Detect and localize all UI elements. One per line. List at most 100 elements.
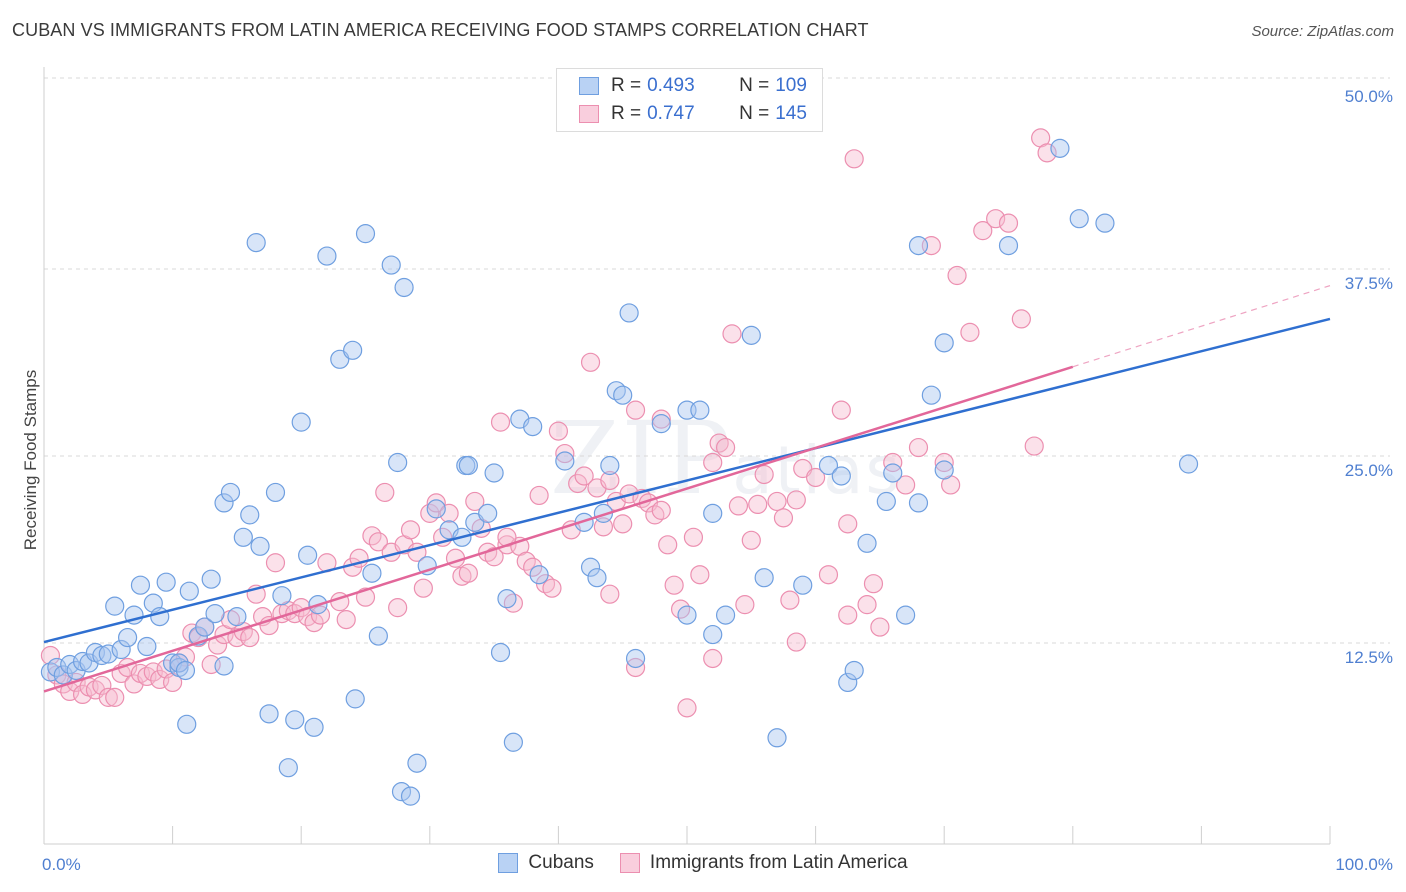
immigrants-point xyxy=(72,684,93,705)
cubans-point xyxy=(1069,209,1089,229)
cubans-point xyxy=(651,414,671,434)
immigrants-point xyxy=(870,617,890,637)
trend-lines xyxy=(43,285,1331,693)
immigrants-point xyxy=(574,466,594,486)
immigrants-point xyxy=(548,421,569,441)
y-tick-label: 25.0% xyxy=(1345,461,1393,480)
immigrants-point xyxy=(555,443,575,464)
legend-label-cubans: Cubans xyxy=(528,852,594,873)
immigrants-point xyxy=(413,578,433,598)
cubans-point xyxy=(1178,454,1199,474)
legend-item-cubans: Cubans xyxy=(498,852,594,874)
cubans-point xyxy=(179,581,199,601)
cubans-point xyxy=(593,503,614,523)
immigrants-point xyxy=(388,598,408,618)
cubans-point xyxy=(233,527,253,547)
cubans-point xyxy=(934,333,954,353)
cubans-point xyxy=(844,660,864,681)
cubans-point xyxy=(703,503,723,523)
immigrants-trend-extension xyxy=(1072,285,1331,368)
cubans-point xyxy=(400,786,421,806)
immigrants-point xyxy=(542,578,562,598)
immigrants-point xyxy=(613,514,633,534)
immigrants-point xyxy=(368,532,388,552)
cubans-point xyxy=(574,512,594,532)
cubans-points xyxy=(40,138,1199,806)
immigrants-point xyxy=(1011,309,1031,329)
immigrants-point xyxy=(748,494,768,515)
cubans-point xyxy=(1095,213,1115,233)
immigrants-point xyxy=(400,520,421,540)
immigrants-point xyxy=(754,464,774,485)
immigrants-point xyxy=(523,557,543,577)
immigrants-point xyxy=(773,508,794,528)
immigrants-point xyxy=(908,437,929,458)
cubans-point xyxy=(368,626,388,646)
immigrants-point xyxy=(375,482,395,503)
immigrants-point xyxy=(934,452,954,473)
immigrants-point xyxy=(960,322,980,342)
cubans-point xyxy=(793,575,813,595)
immigrants-point xyxy=(780,590,800,610)
cubans-point xyxy=(523,417,543,437)
cubans-swatch xyxy=(498,853,519,873)
legend-n-label: N = xyxy=(739,75,770,96)
immigrants-point xyxy=(973,221,993,241)
immigrants-point xyxy=(818,565,839,585)
cubans-point xyxy=(130,575,151,595)
cubans-point xyxy=(291,412,311,432)
cubans-point xyxy=(484,463,504,483)
immigrants-point xyxy=(600,584,620,604)
cubans-point xyxy=(278,758,298,778)
immigrants-point xyxy=(831,400,851,420)
immigrants-point xyxy=(703,648,723,669)
immigrants-point xyxy=(600,470,620,491)
cubans-point xyxy=(105,596,125,616)
cubans-point xyxy=(246,233,266,253)
legend-label-immigrants: Immigrants from Latin America xyxy=(649,852,908,873)
cubans-point xyxy=(580,557,601,577)
cubans-point xyxy=(703,624,723,645)
immigrants-point xyxy=(1037,143,1057,163)
cubans-point xyxy=(767,728,787,748)
cubans-point xyxy=(265,482,286,503)
cubans-point xyxy=(391,782,412,802)
immigrants-point xyxy=(658,535,678,555)
legend-r-label: R = xyxy=(611,75,642,96)
immigrants-swatch xyxy=(579,105,599,123)
immigrants-point xyxy=(838,514,858,534)
immigrants-point xyxy=(651,500,671,520)
immigrants-point xyxy=(490,412,511,432)
immigrants-point xyxy=(805,467,826,488)
legend-r-value: 0.493 xyxy=(647,75,695,96)
tick-labels: 12.5% 25.0% 37.5% 50.0% 0.0% 100.0% xyxy=(42,87,1393,874)
cubans-point xyxy=(169,653,189,673)
y-tick-label: 50.0% xyxy=(1345,87,1393,106)
immigrants-point xyxy=(529,485,549,506)
cubans-point xyxy=(490,642,511,663)
immigrants-point xyxy=(767,491,787,512)
immigrants-point xyxy=(863,574,884,594)
cubans-point xyxy=(394,277,414,298)
cubans-point xyxy=(205,604,225,624)
cubans-point xyxy=(355,224,376,244)
immigrants-point xyxy=(722,324,742,344)
cubans-point xyxy=(250,536,270,556)
cubans-point xyxy=(1050,138,1070,158)
cubans-point xyxy=(317,246,337,266)
cubans-point xyxy=(304,717,324,737)
cubans-point xyxy=(754,568,774,588)
grid-lines xyxy=(44,77,1390,644)
immigrants-point xyxy=(105,687,125,707)
series-legend: Cubans Immigrants from Latin America xyxy=(0,852,1406,874)
cubans-point xyxy=(677,605,697,625)
cubans-point xyxy=(831,466,851,486)
legend-r-label: R = xyxy=(611,103,642,124)
cubans-point xyxy=(529,565,549,585)
cubans-point xyxy=(908,493,929,513)
cubans-point xyxy=(117,627,138,648)
cubans-point xyxy=(876,491,896,512)
immigrants-point xyxy=(728,496,749,516)
cubans-point xyxy=(818,455,839,476)
